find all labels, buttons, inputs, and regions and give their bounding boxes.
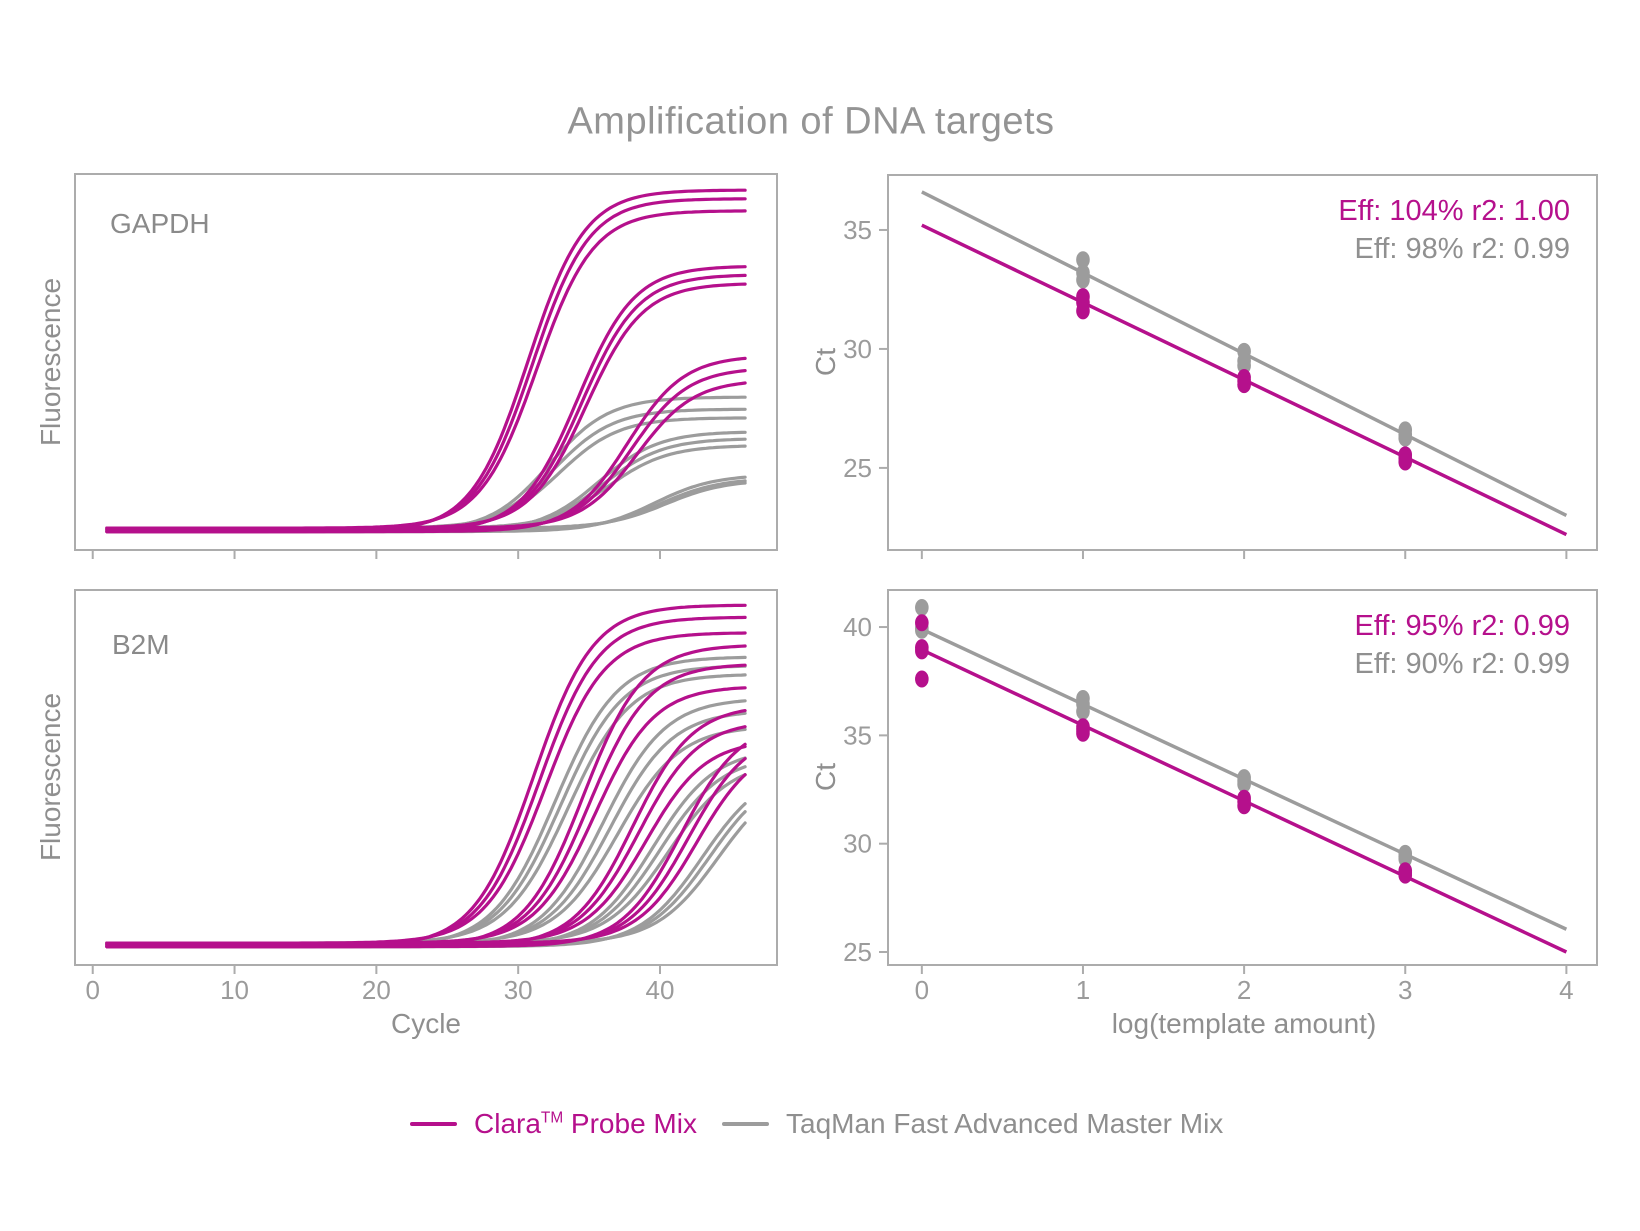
y-axis-title-ct-bottom: Ct [810, 763, 841, 791]
y-tick-label: 40 [843, 612, 872, 642]
amplification-curve-taqman [105, 430, 747, 534]
y-axis-title-ct-top: Ct [810, 348, 841, 376]
data-point-clara [915, 642, 929, 660]
data-point-clara [915, 614, 929, 632]
amplification-curve-taqman [105, 437, 747, 532]
panel-label-gapdh: GAPDH [110, 208, 210, 239]
legend-clara-tm: TM [540, 1109, 564, 1127]
data-point-taqman [1076, 703, 1090, 721]
legend-entry-taqman: TaqMan Fast Advanced Master Mix [722, 1104, 1223, 1144]
legend-label-taqman: TaqMan Fast Advanced Master Mix [786, 1108, 1224, 1139]
x-tick-label: 4 [1559, 975, 1573, 1005]
data-point-taqman [1237, 357, 1251, 375]
b2m-eff-clara: Eff: 95% r2: 0.99 [1354, 610, 1571, 642]
taqman-line-swatch [722, 1122, 769, 1126]
data-point-taqman [1398, 850, 1413, 868]
legend: ClaraTM Probe Mix TaqMan Fast Advanced M… [0, 1104, 1640, 1144]
panel-border [74, 589, 778, 966]
gapdh-eff-taqman: Eff: 98% r2: 0.99 [1354, 233, 1571, 265]
y-tick-label: 25 [843, 937, 872, 967]
y-tick-label: 35 [843, 215, 872, 245]
data-point-clara [915, 670, 929, 688]
data-point-taqman [1237, 775, 1251, 793]
amplification-curve-clara [105, 209, 747, 530]
y-axis-title-fluorescence-top: Fluorescence [35, 277, 66, 447]
x-tick-label: 1 [1076, 975, 1090, 1005]
x-tick-label: 2 [1237, 975, 1251, 1005]
panel-border [887, 174, 1598, 551]
legend-entry-clara: ClaraTM Probe Mix [410, 1104, 697, 1144]
clara-line-swatch [410, 1122, 457, 1126]
amplification-curve-clara [105, 757, 747, 947]
amplification-curve-clara [105, 188, 747, 534]
x-tick-label: 40 [646, 975, 675, 1005]
y-tick-label: 25 [843, 453, 872, 483]
amplification-curve-clara [105, 603, 747, 949]
x-tick-label: 30 [504, 975, 533, 1005]
panel-border [887, 589, 1598, 966]
amplification-curve-taqman [105, 673, 747, 945]
x-axis-title-log-template: log(template amount) [1111, 1008, 1377, 1039]
data-point-clara [1398, 453, 1413, 471]
amplification-curve-clara [105, 742, 747, 949]
panel-border [74, 173, 778, 551]
b2m-eff-taqman: Eff: 90% r2: 0.99 [1354, 648, 1571, 680]
gapdh-eff-clara: Eff: 104% r2: 1.00 [1338, 195, 1570, 227]
x-tick-label: 10 [220, 975, 249, 1005]
legend-label-clara: ClaraTM Probe Mix [474, 1108, 697, 1140]
amplification-curve-taqman [105, 444, 747, 530]
amplification-curve-clara [105, 369, 747, 532]
x-tick-label: 20 [362, 975, 391, 1005]
data-point-taqman [915, 599, 929, 617]
amplification-curve-clara [105, 663, 747, 947]
x-tick-label: 3 [1398, 975, 1412, 1005]
amplification-curve-clara [105, 282, 747, 530]
legend-clara-rest: Probe Mix [563, 1108, 697, 1139]
data-point-clara [1076, 302, 1090, 320]
data-point-clara [1237, 797, 1251, 815]
gapdh-efficiency-annotations: Eff: 104% r2: 1.00 Eff: 98% r2: 0.99 [1338, 192, 1570, 268]
data-point-clara [1076, 724, 1090, 742]
amplification-curve-clara [105, 745, 747, 945]
x-tick-label: 0 [85, 975, 99, 1005]
legend-clara-brand: Clara [474, 1108, 541, 1139]
data-point-taqman [1076, 251, 1090, 269]
y-tick-label: 35 [843, 720, 872, 750]
amplification-curve-taqman [105, 821, 747, 945]
b2m-efficiency-annotations: Eff: 95% r2: 0.99 Eff: 90% r2: 0.99 [1355, 607, 1571, 683]
data-point-clara [1237, 376, 1251, 394]
data-point-taqman [1076, 271, 1090, 289]
amplification-curve-clara [105, 197, 747, 532]
y-tick-label: 30 [843, 829, 872, 859]
y-tick-label: 30 [843, 334, 872, 364]
x-axis-title-cycle: Cycle [390, 1008, 462, 1039]
data-point-taqman [1398, 429, 1413, 447]
amplification-curve-clara [105, 356, 747, 534]
figure-title: Amplification of DNA targets [567, 100, 1055, 143]
y-axis-title-fluorescence-bottom: Fluorescence [35, 692, 66, 862]
amplification-curve-clara [105, 773, 747, 945]
data-point-clara [1398, 866, 1413, 884]
panel-label-b2m: B2M [112, 629, 170, 660]
amplification-curve-taqman [105, 664, 747, 947]
amplification-curve-taqman [105, 655, 747, 949]
x-tick-label: 0 [915, 975, 929, 1005]
amplification-curve-clara [105, 381, 747, 530]
